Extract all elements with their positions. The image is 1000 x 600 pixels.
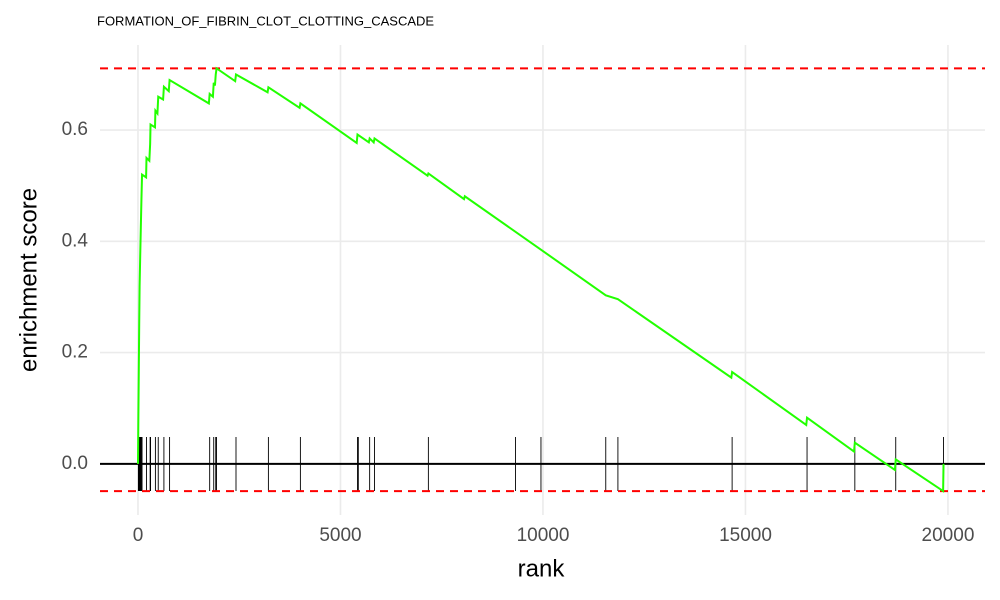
x-tick-label: 10000 <box>517 525 570 546</box>
x-axis-label: rank <box>518 555 566 582</box>
chart-title: FORMATION_OF_FIBRIN_CLOT_CLOTTING_CASCAD… <box>97 13 434 28</box>
x-tick-label: 20000 <box>922 525 975 546</box>
x-tick-label: 15000 <box>719 525 772 546</box>
y-tick-label: 0.4 <box>62 230 89 251</box>
es-line <box>136 66 945 493</box>
y-axis-label: enrichment score <box>15 188 42 372</box>
y-tick-label: 0.2 <box>62 342 88 363</box>
x-tick-label: 5000 <box>319 525 361 546</box>
y-tick-label: 0.0 <box>62 453 88 474</box>
y-tick-label: 0.6 <box>62 119 88 140</box>
x-tick-label: 0 <box>133 525 144 546</box>
